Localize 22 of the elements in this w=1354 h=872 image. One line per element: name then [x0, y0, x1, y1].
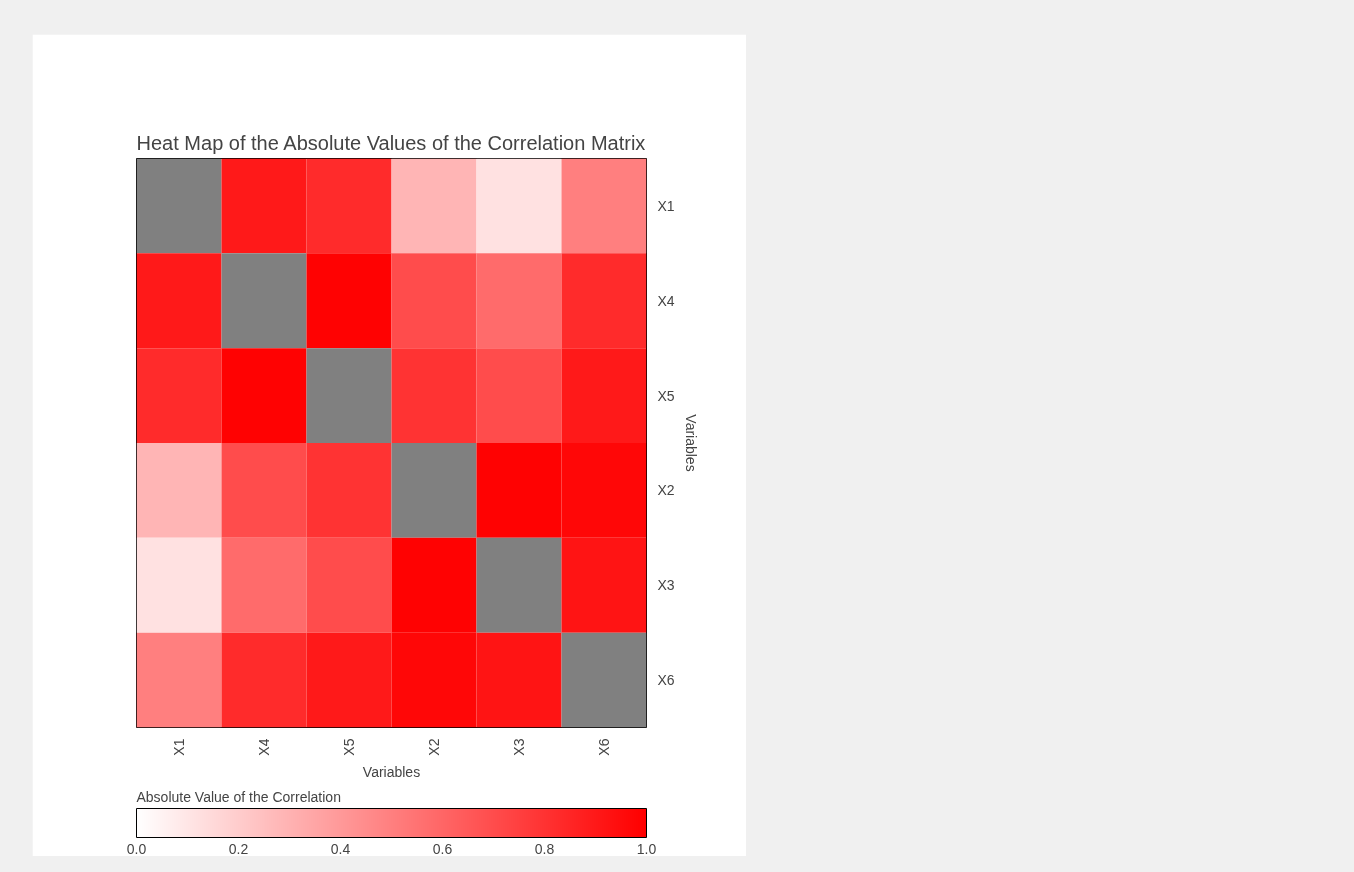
color-bar-label: 0.4 [330, 840, 351, 857]
x-axis-title: Variables [362, 763, 421, 780]
color-bar-label: 0.2 [228, 840, 249, 857]
y-tick-label: X1 [657, 197, 675, 214]
color-bar-label: 0.8 [534, 840, 555, 857]
x-tick-label: X5 [341, 738, 357, 756]
x-tick-label: X4 [256, 738, 272, 756]
color-bar-label: 0.6 [432, 840, 453, 857]
y-tick-label: X2 [657, 482, 675, 499]
y-tick-label: X6 [657, 672, 675, 689]
x-tick-label: X1 [171, 738, 187, 756]
chart-title: Heat Map of the Absolute Values of the Correlation Matrix [136, 131, 646, 154]
x-tick-label: X2 [426, 738, 442, 756]
x-tick-label: X3 [511, 738, 527, 756]
color-bar-title: Absolute Value of the Correlation [136, 788, 341, 805]
y-tick-label: X3 [657, 577, 675, 594]
x-tick-label: X6 [596, 738, 612, 756]
color-bar-label: 1.0 [636, 840, 657, 857]
y-axis-title: Variables [682, 414, 699, 472]
color-bar-label: 0.0 [126, 840, 147, 857]
y-tick-label: X4 [657, 292, 675, 309]
y-tick-label: X5 [657, 387, 675, 404]
